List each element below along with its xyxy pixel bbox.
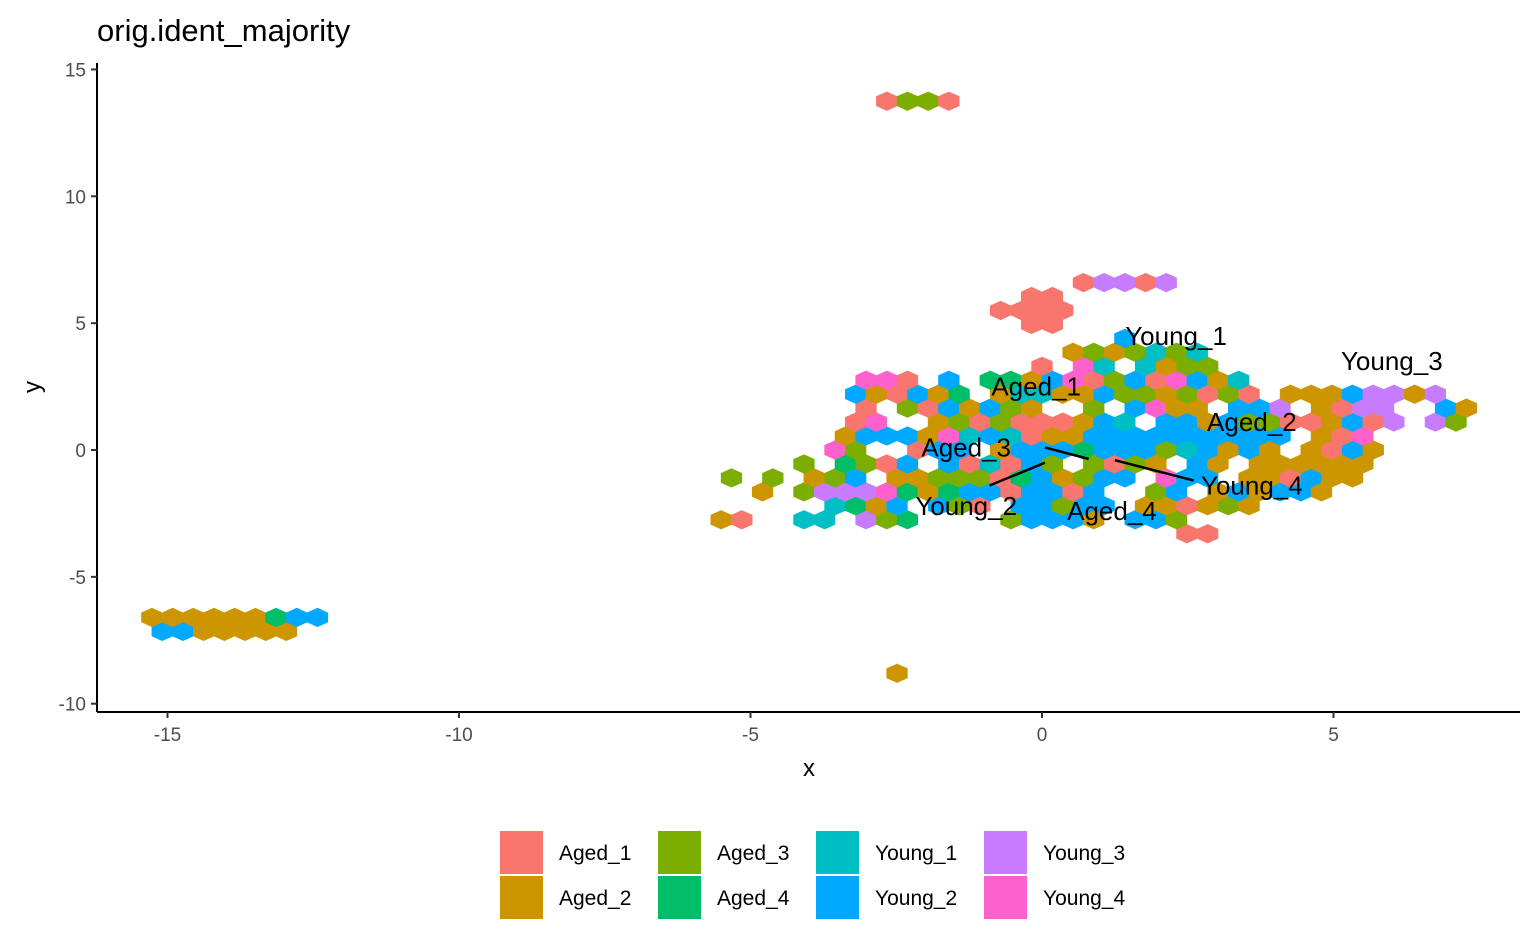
cluster-label: Aged_3 <box>921 432 1011 462</box>
legend-key <box>984 831 1027 874</box>
y-tick-label: 0 <box>75 441 86 462</box>
cluster-label: Young_1 <box>1125 321 1227 351</box>
hex-cell <box>1134 272 1157 293</box>
legend-label: Young_4 <box>1043 887 1125 910</box>
y-tick: -5 <box>69 568 97 589</box>
legend: Aged_1 Aged_2 Aged_3 Aged_4 Young_1 Young_2 Yo… <box>500 831 1125 919</box>
hex-cell <box>938 91 960 111</box>
legend-item: Young_4 <box>984 876 1125 919</box>
y-tick: 10 <box>65 187 97 208</box>
y-tick: 15 <box>65 60 97 81</box>
legend-label: Young_3 <box>1043 842 1125 865</box>
label-segments <box>989 446 1194 487</box>
hex-cell <box>1186 342 1208 362</box>
hexbin-cells <box>141 91 1477 683</box>
y-tick-label: 15 <box>65 60 86 81</box>
hex-cell <box>1041 286 1063 307</box>
hex-cell <box>1031 356 1053 376</box>
hex-cell <box>876 91 898 111</box>
hex-cell <box>1114 328 1136 349</box>
y-tick: -10 <box>59 695 97 716</box>
hex-cell <box>1197 524 1219 544</box>
cluster-label: Young_2 <box>915 491 1017 521</box>
legend-label: Young_2 <box>875 887 957 910</box>
hex-cell <box>306 607 329 628</box>
legend-label: Aged_3 <box>717 842 789 865</box>
legend-key <box>500 831 543 874</box>
y-tick: 5 <box>75 314 97 335</box>
hex-cell <box>1455 398 1477 418</box>
x-tick: -15 <box>154 712 181 746</box>
y-tick-label: -5 <box>69 568 86 589</box>
legend-key <box>500 876 543 919</box>
legend-item: Young_1 <box>816 831 957 874</box>
hex-cell <box>1093 272 1115 293</box>
y-tick: 0 <box>75 441 97 462</box>
x-tick-label: 0 <box>1037 725 1048 746</box>
x-axis-title: x <box>803 755 815 782</box>
x-tick: 0 <box>1037 712 1048 746</box>
cluster-labels: Young_1 Young_3 Aged_1 Aged_2 Aged_3 Young_4 Y… <box>915 321 1442 526</box>
label-segment <box>989 461 1046 487</box>
label-segment <box>1044 446 1089 461</box>
x-tick-label: -5 <box>742 725 759 746</box>
x-tick-label: -15 <box>154 725 181 746</box>
legend-label: Aged_4 <box>717 887 790 910</box>
hex-cell <box>896 370 919 390</box>
hex-cell <box>720 468 743 488</box>
x-tick: -10 <box>445 712 473 746</box>
legend-item: Aged_4 <box>658 876 790 919</box>
hex-cell <box>896 91 919 111</box>
y-axis-ticks: -10 -5 0 5 10 15 <box>59 60 97 716</box>
y-tick-label: 5 <box>75 314 86 335</box>
legend-key <box>984 876 1027 919</box>
legend-label: Young_1 <box>875 842 957 865</box>
hex-cell <box>1072 272 1095 293</box>
legend-item: Aged_3 <box>658 831 789 874</box>
y-tick-label: 10 <box>65 187 86 208</box>
x-tick-label: 5 <box>1328 725 1339 746</box>
axes <box>96 63 1520 713</box>
legend-label: Aged_2 <box>559 887 631 910</box>
legend-key <box>658 876 701 919</box>
x-tick: -5 <box>742 712 759 746</box>
x-axis-ticks: -15 -10 -5 0 5 <box>154 712 1339 746</box>
hex-cell <box>793 454 815 474</box>
legend-label: Aged_1 <box>559 842 631 865</box>
hex-cell <box>989 300 1012 321</box>
hex-cell <box>1424 384 1446 404</box>
cluster-label: Aged_4 <box>1067 496 1157 526</box>
x-tick: 5 <box>1328 712 1339 746</box>
hex-cell <box>762 468 784 488</box>
hex-cell <box>793 510 815 530</box>
legend-item: Young_2 <box>816 876 957 919</box>
cluster-label: Young_4 <box>1201 471 1303 501</box>
legend-key <box>816 831 859 874</box>
hex-cell <box>710 510 732 530</box>
hex-cell <box>917 91 939 111</box>
cluster-label: Young_3 <box>1341 346 1443 376</box>
legend-key <box>816 876 859 919</box>
label-segment <box>1114 458 1194 482</box>
x-tick-label: -10 <box>445 725 472 746</box>
hex-cell <box>886 663 908 683</box>
hex-cell <box>1228 370 1250 390</box>
hex-cell <box>938 370 960 390</box>
hex-cell <box>1404 384 1426 404</box>
cluster-label: Aged_2 <box>1207 407 1297 437</box>
hex-cell <box>1114 272 1136 293</box>
legend-item: Aged_1 <box>500 831 631 874</box>
legend-item: Aged_2 <box>500 876 631 919</box>
plot-title: orig.ident_majority <box>97 13 351 48</box>
legend-key <box>658 831 701 874</box>
legend-item: Young_3 <box>984 831 1125 874</box>
cluster-label: Aged_1 <box>991 372 1081 402</box>
hex-cell <box>1155 272 1177 293</box>
hex-cell <box>731 510 753 530</box>
y-tick-label: -10 <box>59 695 86 716</box>
y-axis-title: y <box>19 381 46 393</box>
